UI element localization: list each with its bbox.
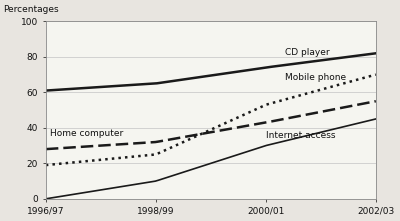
- Text: Internet access: Internet access: [266, 131, 335, 140]
- Text: Percentages: Percentages: [3, 5, 58, 14]
- Text: Home computer: Home computer: [50, 130, 124, 139]
- Text: CD player: CD player: [285, 48, 330, 57]
- Text: Mobile phone: Mobile phone: [285, 73, 346, 82]
